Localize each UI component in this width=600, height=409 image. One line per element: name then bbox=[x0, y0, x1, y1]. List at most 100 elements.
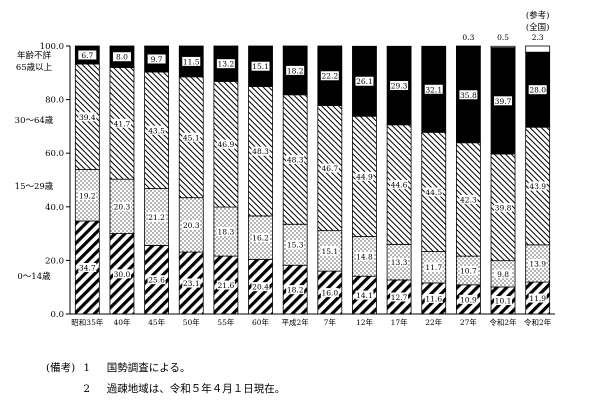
value-label-bg bbox=[320, 288, 339, 298]
value-label: 45.1 bbox=[183, 133, 200, 142]
x-tick-label: 平成2年 bbox=[282, 317, 310, 327]
value-label: 13.3 bbox=[391, 258, 408, 267]
value-label: 39.7 bbox=[495, 97, 512, 106]
x-tick-label: 60年 bbox=[252, 317, 270, 327]
value-label-bg bbox=[459, 265, 478, 275]
top-value-label: 2.3 bbox=[532, 33, 544, 42]
value-label-bg bbox=[147, 275, 166, 285]
x-tick-label: 50年 bbox=[183, 317, 201, 327]
value-label-bg bbox=[182, 56, 201, 66]
value-label-bg bbox=[390, 81, 409, 91]
value-label: 44.5 bbox=[425, 188, 442, 197]
value-label-bg bbox=[112, 118, 131, 128]
note-text-2: 過疎地域は、令和５年４月１日現在。 bbox=[106, 383, 286, 395]
value-label: 10.9 bbox=[460, 295, 477, 304]
value-label-bg bbox=[216, 280, 235, 290]
value-label-bg bbox=[216, 139, 235, 149]
value-label-bg bbox=[78, 112, 97, 122]
value-label-bg bbox=[390, 257, 409, 267]
value-label: 13.2 bbox=[218, 60, 235, 69]
value-label-bg bbox=[355, 171, 374, 181]
y-tick-label: 60.0 bbox=[45, 149, 64, 159]
value-label-bg bbox=[78, 190, 97, 200]
y-tick-label: 80.0 bbox=[45, 96, 64, 106]
value-labels-layer: 34.7 19.2 39.4 6.7 30.0 20.3 41.7 8.0 25.6 21.2 43… bbox=[78, 10, 549, 305]
note-line-1: (備考) 1 国勢調査による。 bbox=[46, 358, 285, 379]
notes-prefix: (備考) bbox=[46, 362, 76, 374]
value-label: 29.3 bbox=[391, 82, 408, 91]
value-label: 14.1 bbox=[356, 291, 373, 300]
value-label-bg bbox=[286, 285, 305, 295]
value-label: 21.2 bbox=[148, 213, 165, 222]
value-label-bg bbox=[320, 246, 339, 256]
bar-segment bbox=[490, 45, 516, 49]
value-label-bg bbox=[216, 227, 235, 237]
value-label: 39.4 bbox=[79, 113, 96, 122]
value-label-bg bbox=[494, 269, 513, 279]
value-label-bg bbox=[424, 262, 443, 272]
legend-label-30-64: 30～64歳 bbox=[15, 115, 54, 126]
x-tick-label: 7年 bbox=[324, 317, 337, 327]
value-label: 41.7 bbox=[114, 119, 131, 128]
y-tick-label: 100.0 bbox=[40, 42, 64, 52]
value-label: 43.9 bbox=[529, 182, 546, 191]
value-label-bg bbox=[528, 293, 547, 303]
x-tick-label: 昭和35年 bbox=[71, 317, 104, 327]
value-label: 16.2 bbox=[252, 234, 269, 243]
value-label: 15.1 bbox=[321, 247, 338, 256]
value-label-bg bbox=[78, 50, 97, 60]
value-label-bg bbox=[147, 212, 166, 222]
legend-label-unknown: 年齢不詳 bbox=[17, 50, 52, 61]
value-label: 20.4 bbox=[252, 283, 269, 292]
value-label-bg bbox=[182, 278, 201, 288]
bar-segment bbox=[525, 45, 551, 53]
value-label-bg bbox=[286, 65, 305, 75]
value-label-bg bbox=[494, 96, 513, 106]
value-label-bg bbox=[528, 181, 547, 191]
top-value-label: 0.3 bbox=[462, 33, 474, 42]
value-label-bg bbox=[528, 258, 547, 268]
value-label: 44.6 bbox=[391, 181, 408, 190]
value-label-bg bbox=[424, 293, 443, 303]
x-tick-label: 17年 bbox=[391, 317, 409, 327]
y-tick-label: 20.0 bbox=[45, 256, 64, 266]
value-label-bg bbox=[494, 202, 513, 212]
value-label: 25.6 bbox=[148, 276, 165, 285]
notes: (備考) 1 国勢調査による。 2 過疎地域は、令和５年４月１日現在。 bbox=[46, 358, 285, 400]
x-tick-label: 27年 bbox=[460, 317, 478, 327]
value-label: 11.7 bbox=[425, 263, 442, 272]
value-label-bg bbox=[112, 269, 131, 279]
value-label: 39.8 bbox=[495, 203, 512, 212]
value-label: 14.8 bbox=[356, 252, 373, 261]
stacked-bar-chart: 0.0 20.0 40.0 60.0 80.0 100.0 昭和35年 40年 45年 50年 55… bbox=[15, 10, 555, 327]
y-tick-label: 0.0 bbox=[50, 310, 64, 320]
value-label: 43.5 bbox=[148, 126, 165, 135]
value-label: 22.2 bbox=[321, 72, 338, 81]
value-label: 8.0 bbox=[116, 53, 128, 62]
value-label: 10.1 bbox=[495, 296, 512, 305]
x-tick-label: 40年 bbox=[113, 317, 131, 327]
value-label-bg bbox=[216, 59, 235, 69]
bar-segment bbox=[455, 45, 481, 48]
x-tick-label: 55年 bbox=[217, 317, 235, 327]
value-label-bg bbox=[112, 201, 131, 211]
value-label: 30.0 bbox=[114, 270, 131, 279]
value-label-bg bbox=[390, 292, 409, 302]
value-label-bg bbox=[390, 180, 409, 190]
value-label: 11.9 bbox=[529, 294, 546, 303]
value-label-bg bbox=[355, 76, 374, 86]
value-label: 48.3 bbox=[287, 155, 304, 164]
value-label-bg bbox=[459, 90, 478, 100]
x-tick-label: 45年 bbox=[148, 317, 166, 327]
value-label-bg bbox=[528, 85, 547, 95]
value-label: 9.7 bbox=[151, 55, 163, 64]
y-tick-label: 40.0 bbox=[45, 203, 64, 213]
value-label: 23.1 bbox=[183, 279, 200, 288]
value-label-bg bbox=[112, 52, 131, 62]
value-label: 9.8 bbox=[497, 270, 509, 279]
value-label: 6.7 bbox=[81, 51, 93, 60]
value-label: 46.9 bbox=[218, 140, 235, 149]
value-label-bg bbox=[251, 61, 270, 71]
value-label: 11.5 bbox=[183, 57, 200, 66]
